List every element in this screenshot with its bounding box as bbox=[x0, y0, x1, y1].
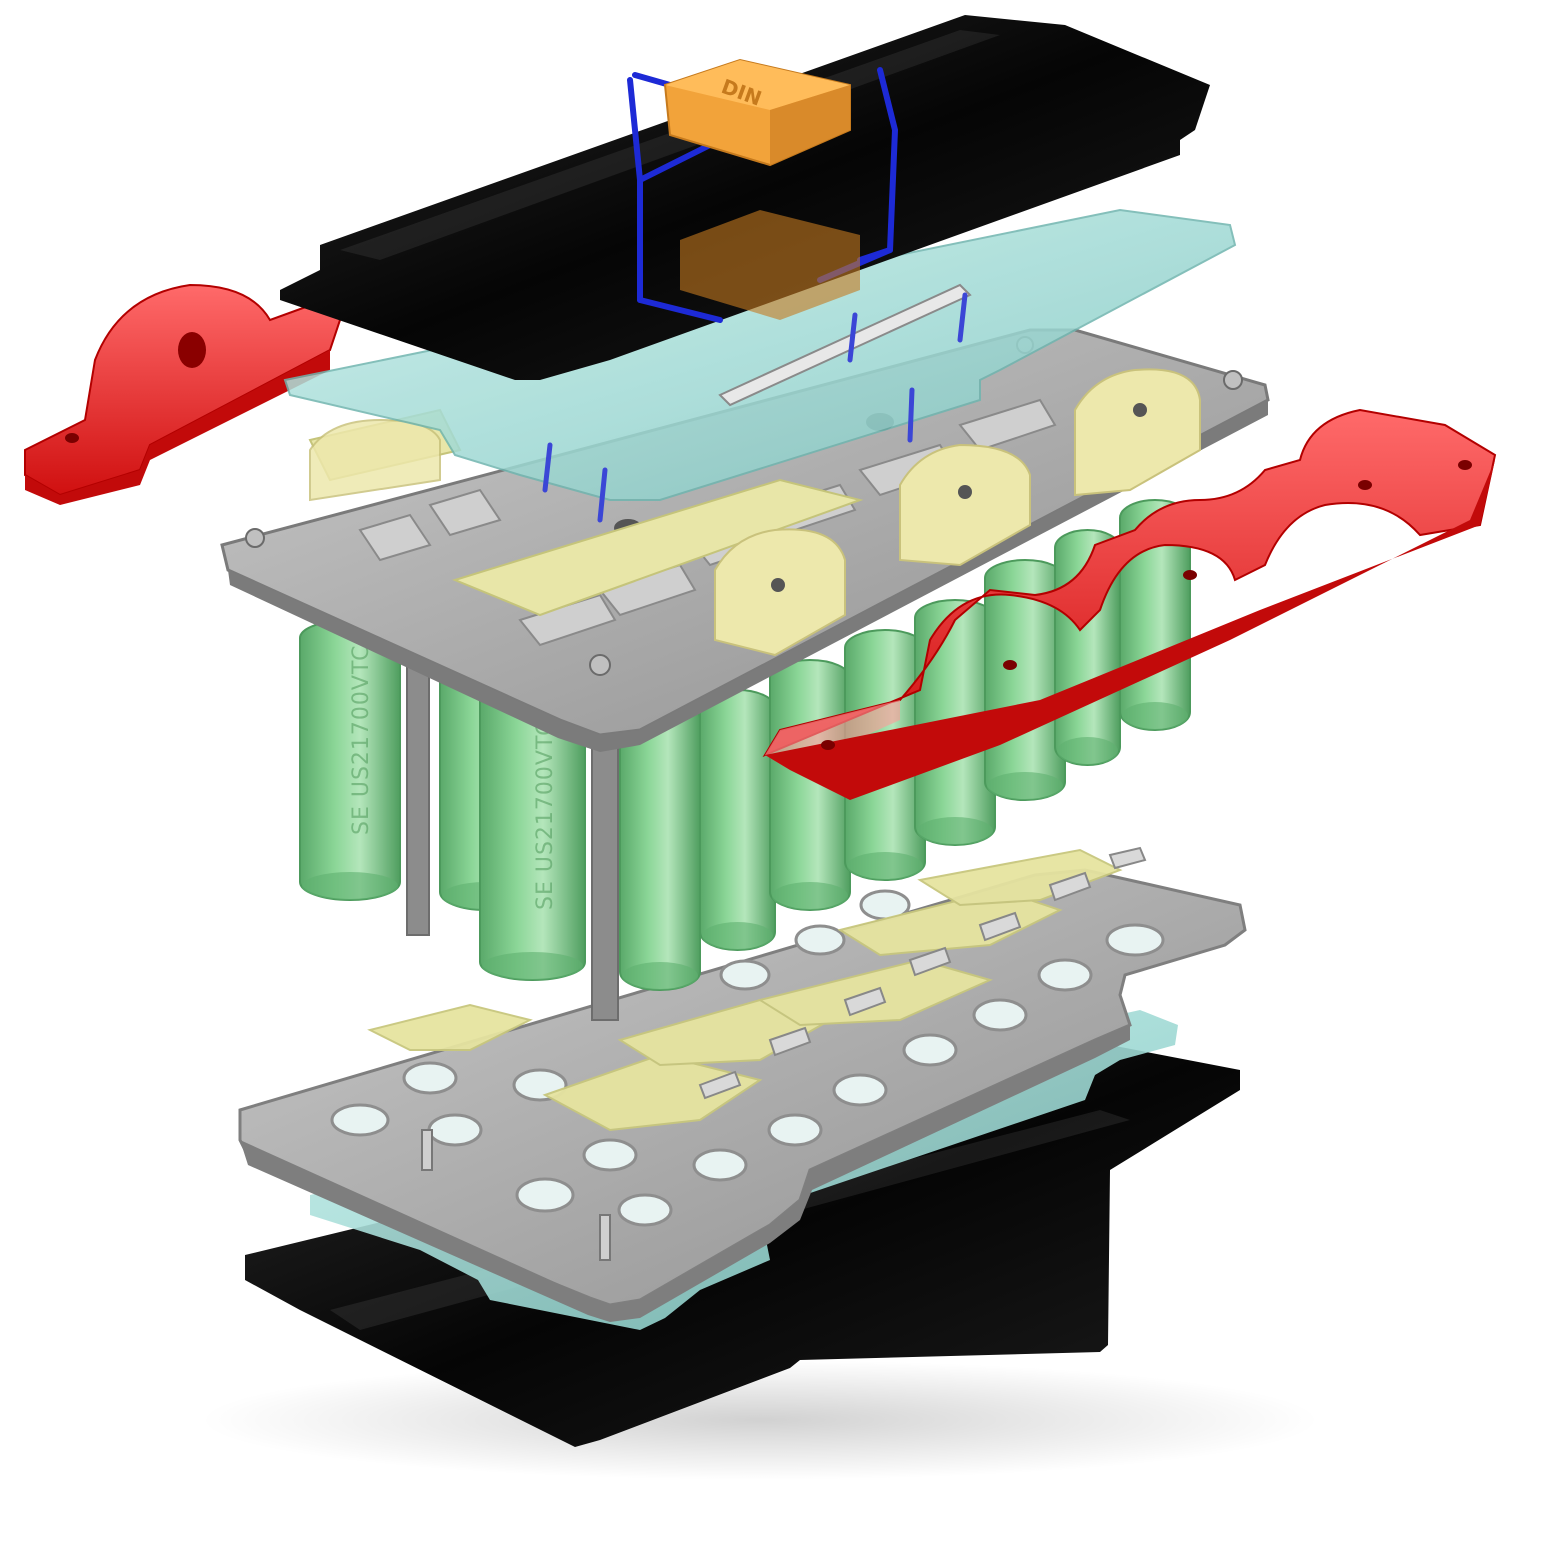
battery-cell bbox=[699, 689, 776, 951]
right-busbar bbox=[762, 408, 1497, 800]
support-rods bbox=[406, 659, 619, 1021]
left-busbar bbox=[24, 283, 342, 505]
balance-tabs bbox=[309, 368, 1201, 657]
battery-cell bbox=[619, 699, 701, 991]
top-glass-sheet bbox=[283, 208, 1237, 501]
bottom-nickel-strips bbox=[698, 846, 1147, 1100]
top-insulator-sheet bbox=[280, 15, 1210, 380]
connector-block: DIN bbox=[663, 58, 851, 167]
balance-wires bbox=[542, 292, 968, 523]
battery-cell bbox=[299, 619, 401, 901]
glass-slot bbox=[718, 283, 972, 407]
connector-reflection bbox=[680, 210, 860, 320]
battery-cell bbox=[479, 679, 586, 981]
